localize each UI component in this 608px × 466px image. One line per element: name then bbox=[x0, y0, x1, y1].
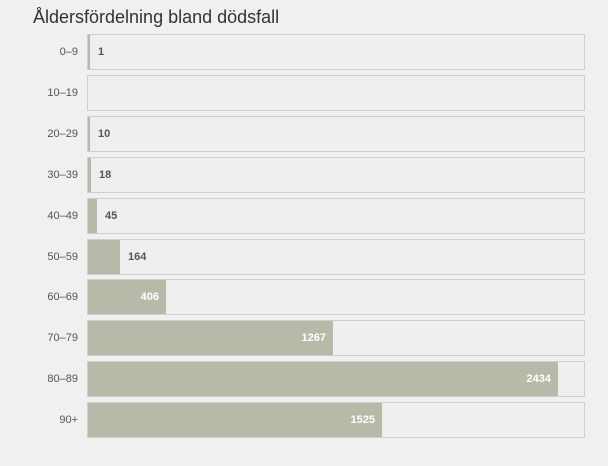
bar-row: 20–29 10 bbox=[0, 115, 608, 152]
category-label: 80–89 bbox=[47, 373, 78, 386]
bar bbox=[88, 198, 97, 233]
value-label: 2434 bbox=[526, 373, 551, 386]
bar bbox=[88, 157, 91, 192]
category-label: 0–9 bbox=[59, 46, 78, 58]
bar-row: 90+ 1525 bbox=[0, 402, 608, 439]
bar-track: 1 bbox=[87, 34, 585, 70]
bar-track: 45 bbox=[87, 197, 585, 234]
bar bbox=[88, 239, 120, 274]
category-label: 90+ bbox=[59, 414, 78, 427]
bar-track: 1525 bbox=[87, 402, 585, 439]
value-label: 45 bbox=[105, 209, 118, 222]
bar bbox=[88, 35, 90, 69]
bar-track: 406 bbox=[87, 279, 585, 316]
chart-title: Åldersfördelning bland dödsfall bbox=[33, 7, 280, 27]
bar-row: 40–49 45 bbox=[0, 197, 608, 234]
bar-track: 2434 bbox=[87, 361, 585, 398]
category-label: 60–69 bbox=[47, 291, 78, 304]
bar bbox=[88, 116, 90, 151]
category-label: 70–79 bbox=[47, 332, 78, 345]
value-label: 10 bbox=[98, 127, 111, 140]
bar-track bbox=[87, 74, 585, 111]
value-label: 1 bbox=[98, 46, 105, 58]
value-label: 1267 bbox=[301, 332, 326, 345]
bar-row: 0–9 1 bbox=[0, 34, 608, 70]
bar bbox=[88, 280, 166, 315]
category-label: 10–19 bbox=[47, 86, 78, 99]
category-label: 40–49 bbox=[47, 209, 78, 222]
bar bbox=[88, 362, 558, 397]
bar-row: 50–59 164 bbox=[0, 238, 608, 275]
bar-track: 10 bbox=[87, 115, 585, 152]
value-label: 1525 bbox=[350, 414, 375, 427]
bar-row: 70–79 1267 bbox=[0, 320, 608, 357]
value-label: 164 bbox=[128, 250, 147, 263]
category-label: 30–39 bbox=[47, 168, 78, 181]
bar-track: 164 bbox=[87, 238, 585, 275]
bar-row: 80–89 2434 bbox=[0, 361, 608, 398]
bar-row: 10–19 bbox=[0, 74, 608, 111]
category-label: 50–59 bbox=[47, 250, 78, 263]
bar bbox=[88, 321, 333, 356]
value-label: 406 bbox=[140, 291, 159, 304]
bar-row: 30–39 18 bbox=[0, 156, 608, 193]
value-label: 18 bbox=[99, 168, 112, 181]
bar-track: 1267 bbox=[87, 320, 585, 357]
category-label: 20–29 bbox=[47, 127, 78, 140]
bar-track: 18 bbox=[87, 156, 585, 193]
bar-row: 60–69 406 bbox=[0, 279, 608, 316]
bar bbox=[88, 403, 382, 438]
